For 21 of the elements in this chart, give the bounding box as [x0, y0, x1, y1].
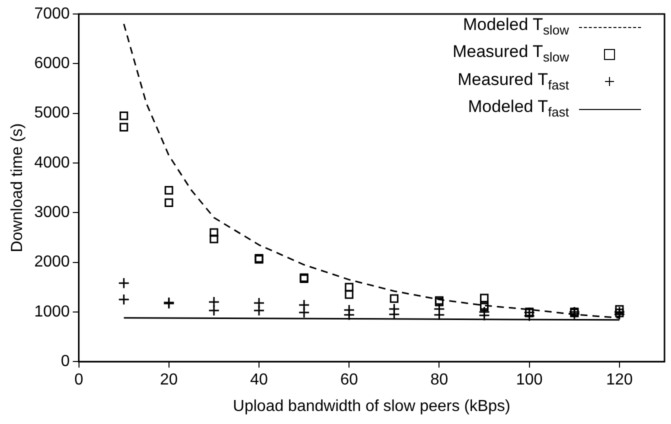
y-tick-label: 6000 [34, 55, 70, 72]
y-tick-label: 1000 [34, 303, 70, 320]
y-tick-label: 5000 [34, 104, 70, 122]
y-tick-label: 0 [60, 353, 70, 370]
y-tick-label: 7000 [34, 5, 70, 22]
y-tick-label: 4000 [34, 154, 70, 172]
y-tick-label: 3000 [34, 204, 70, 222]
y-axis-title: Download time (s) [9, 123, 26, 252]
legend-label: Modeled T$_{slow}$ [462, 14, 569, 40]
x-tick-label: 100 [516, 372, 543, 389]
y-tick-label: 2000 [34, 254, 70, 271]
x-tick-label: 60 [340, 372, 358, 389]
x-axis-title: Upload bandwidth of slow peers (kBps) [232, 398, 510, 415]
x-tick-label: 20 [160, 372, 178, 389]
legend-label: Modeled T$_{fast}$ [468, 96, 569, 122]
legend-label: Measured T$_{fast}$ [458, 68, 569, 94]
x-tick-label: 80 [430, 372, 448, 389]
legend-label: Measured T$_{slow}$ [452, 41, 569, 67]
x-tick-label: 120 [606, 372, 633, 389]
x-tick-label: 40 [250, 372, 268, 389]
x-tick-label: 0 [74, 372, 84, 389]
